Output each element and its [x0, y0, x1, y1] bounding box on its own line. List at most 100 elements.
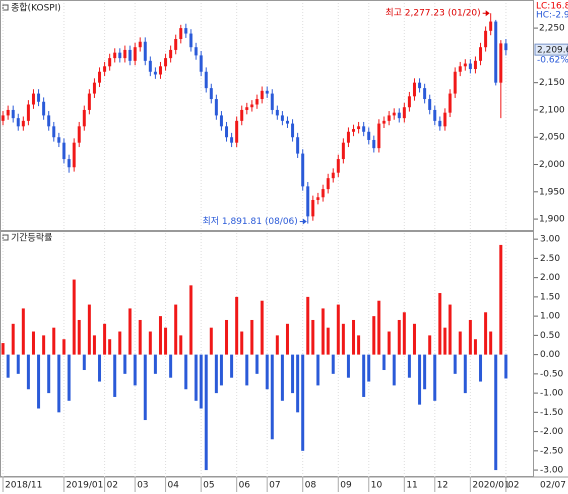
bar — [16, 354, 20, 374]
candle-body — [11, 109, 15, 119]
bar — [98, 354, 102, 382]
bar — [108, 339, 112, 355]
candle-body — [270, 93, 274, 110]
y-tick-label: -1.00 — [540, 389, 564, 399]
candle-body — [316, 197, 320, 200]
candle-body — [301, 153, 305, 187]
y-tick-label: 2,250 — [539, 24, 565, 34]
bar — [82, 354, 86, 371]
y-tick-label: 0.50 — [540, 331, 560, 341]
candle-body — [346, 131, 350, 143]
candle-body — [103, 66, 107, 72]
candle-body — [341, 142, 345, 160]
candle-body — [392, 112, 396, 116]
last-price-label: 2,209.61 — [537, 46, 568, 56]
candle-body — [87, 93, 91, 110]
bar — [47, 354, 51, 394]
candle-body — [52, 126, 56, 138]
candle-body — [473, 60, 477, 70]
bar — [199, 354, 203, 409]
bar — [448, 304, 452, 355]
bar — [143, 354, 147, 421]
candle-body — [362, 126, 366, 132]
candle-body — [296, 137, 300, 154]
candle-body — [67, 159, 71, 168]
candle-body — [16, 118, 20, 127]
candle-body — [382, 120, 386, 124]
x-tick-label: 02 — [107, 481, 118, 491]
high-annotation: 최고 2,277.23 (01/20) — [385, 8, 480, 19]
x-tick-label: 02 — [508, 481, 519, 491]
candle-body — [397, 112, 401, 119]
bar — [418, 354, 422, 405]
bar — [57, 354, 61, 413]
bar — [377, 300, 381, 355]
bar — [458, 331, 462, 355]
bar — [331, 354, 335, 374]
x-tick-label: 2018/11 — [5, 481, 42, 491]
x-tick-label: 12 — [437, 481, 448, 491]
bar — [240, 331, 244, 355]
panel-icon — [2, 234, 9, 241]
candle-body — [357, 126, 361, 130]
candle-body — [311, 199, 315, 217]
candle-body — [214, 99, 218, 116]
bar — [494, 354, 498, 471]
y-tick-label: -2.00 — [540, 427, 564, 437]
x-tick-label: 2020/01 — [472, 481, 509, 491]
candle-body — [230, 137, 234, 143]
bar — [169, 354, 173, 378]
bar — [484, 312, 488, 355]
x-tick-label: 09 — [340, 481, 352, 491]
arrow-head — [485, 10, 490, 17]
bar — [158, 316, 162, 355]
bar — [321, 308, 325, 355]
x-tick-label: 05 — [203, 481, 214, 491]
candle-body — [128, 49, 132, 61]
candle-body — [499, 43, 503, 83]
y-tick-label: -0.50 — [540, 369, 564, 379]
x-tick-label: 10 — [371, 481, 383, 491]
candle-body — [77, 126, 81, 143]
candle-body — [179, 28, 183, 40]
bar — [6, 354, 10, 378]
bar — [463, 354, 467, 394]
bar — [311, 319, 315, 355]
candle-body — [504, 43, 508, 51]
x-tick-label: 11 — [406, 481, 417, 491]
bar — [148, 331, 152, 355]
candle-body — [412, 82, 416, 97]
bar — [362, 354, 366, 397]
candle-body — [336, 159, 340, 173]
bar — [270, 354, 274, 440]
bar — [26, 354, 30, 390]
candle-body — [158, 66, 162, 75]
candle-body — [199, 55, 203, 72]
low-annotation: 최저 1,891.81 (08/06) — [202, 216, 297, 227]
candle-body — [489, 21, 493, 31]
y-tick-label: 0.00 — [540, 350, 560, 360]
bar — [443, 327, 447, 355]
candle-body — [153, 71, 157, 75]
candle-body — [494, 21, 498, 83]
candle-body — [479, 47, 483, 61]
bar — [42, 335, 46, 355]
candle-body — [245, 107, 249, 110]
bar — [230, 354, 234, 378]
candle-body — [225, 126, 229, 138]
bar — [453, 354, 457, 374]
candle-body — [6, 109, 10, 116]
x-tick-label: 03 — [137, 481, 148, 491]
candle-body — [240, 109, 244, 121]
bar — [92, 335, 96, 355]
price-title: 종합(KOSPI) — [11, 3, 61, 14]
bar — [189, 285, 193, 355]
candle-body — [407, 96, 411, 108]
bar — [179, 335, 183, 355]
bar — [346, 354, 350, 378]
bar — [438, 293, 442, 355]
bar — [123, 354, 127, 374]
bar — [11, 323, 15, 355]
last-change-label: -0.62% — [537, 56, 568, 66]
bar — [21, 308, 25, 355]
